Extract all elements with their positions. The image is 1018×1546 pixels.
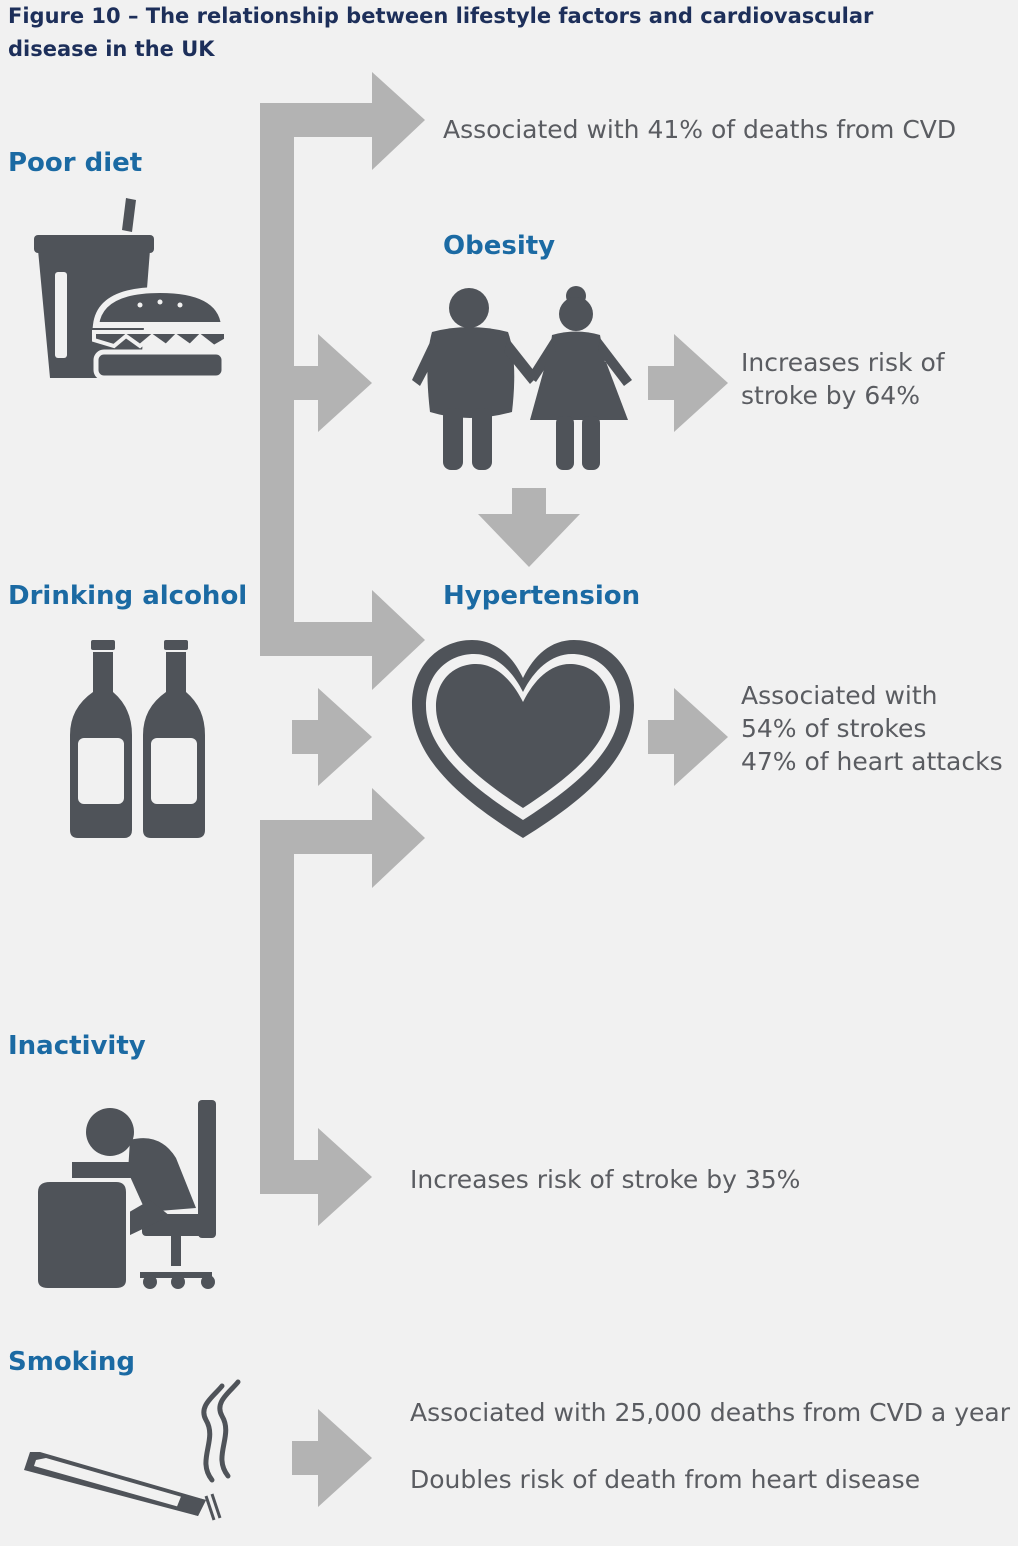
arrow-diet-to-obesity <box>294 334 372 432</box>
effect-hypertension: Associated with 54% of strokes 47% of he… <box>741 679 1003 778</box>
inactivity-connector-top <box>260 820 373 854</box>
arrow-inactivity-to-hypertension <box>372 788 425 888</box>
diet-connector-top <box>260 103 373 137</box>
diet-connector-vertical <box>260 103 294 656</box>
factor-inactivity: Inactivity <box>8 1031 146 1061</box>
effect-smoking-line-2: Doubles risk of death from heart disease <box>410 1465 921 1494</box>
diet-connector-bottom <box>260 622 373 656</box>
factor-smoking: Smoking <box>8 1347 136 1377</box>
cigarette-icon <box>24 1379 241 1521</box>
slumped-person-at-desk-icon <box>34 1100 216 1292</box>
effect-hypertension-line-1: Associated with <box>741 681 938 710</box>
condition-obesity: Obesity <box>443 231 556 261</box>
effect-diet: Associated with 41% of deaths from CVD <box>443 115 957 144</box>
effect-inactivity: Increases risk of stroke by 35% <box>410 1165 801 1194</box>
arrow-obesity-to-hypertension <box>478 488 580 567</box>
soda-burger-icon <box>34 198 228 381</box>
inactivity-connector-vertical <box>260 820 294 1194</box>
arrow-connectors <box>260 103 373 1194</box>
effect-obesity: Increases risk of stroke by 64% <box>741 346 945 412</box>
condition-hypertension: Hypertension <box>443 581 641 611</box>
bottles-icon <box>70 640 205 838</box>
effect-hypertension-line-2: 54% of strokes <box>741 714 927 743</box>
arrow-heads <box>292 72 728 1507</box>
arrow-alcohol-to-hypertension <box>292 688 372 786</box>
arrow-obesity-effect <box>648 334 728 432</box>
arrow-hypertension-effect <box>648 688 728 786</box>
heart-icon <box>412 640 634 838</box>
figure-title: Figure 10 – The relationship between lif… <box>8 4 874 61</box>
arrow-diet-to-hypertension <box>372 590 425 690</box>
effect-hypertension-line-3: 47% of heart attacks <box>741 747 1003 776</box>
factor-drinking-alcohol: Drinking alcohol <box>8 581 248 611</box>
effect-obesity-line-2: stroke by 64% <box>741 381 920 410</box>
effect-obesity-line-1: Increases risk of <box>741 348 945 377</box>
factor-poor-diet: Poor diet <box>8 148 143 178</box>
arrow-inactivity-effect <box>294 1128 372 1226</box>
effect-smoking-line-1: Associated with 25,000 deaths from CVD a… <box>410 1398 1010 1427</box>
couple-icon <box>412 286 632 470</box>
arrow-diet-effect <box>372 72 425 170</box>
arrow-smoking-effect <box>292 1409 372 1507</box>
